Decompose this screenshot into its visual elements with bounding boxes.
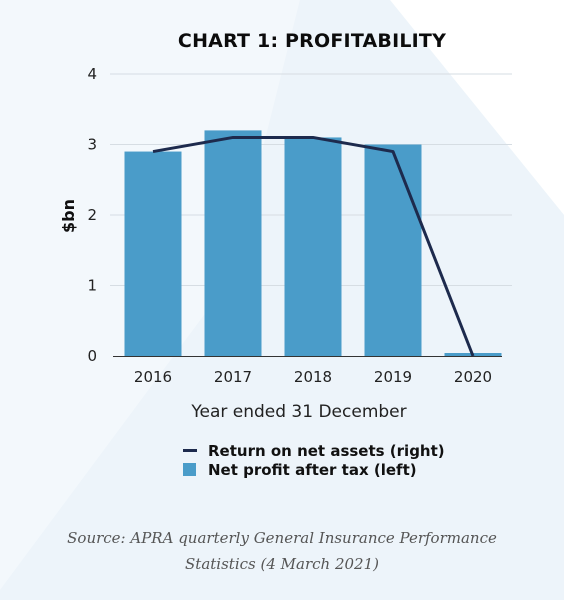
legend-bar-swatch (183, 463, 196, 476)
source-line-1: Source: APRA quarterly General Insurance… (0, 525, 564, 551)
bar (365, 145, 422, 357)
bar (125, 152, 182, 356)
source-line-2: Statistics (4 March 2021) (0, 551, 564, 577)
x-tick-label: 2018 (294, 368, 332, 386)
legend: Return on net assets (right) Net profit … (183, 441, 445, 479)
bar (205, 130, 262, 356)
x-tick-label: 2016 (134, 368, 172, 386)
x-tick-label: 2020 (454, 368, 492, 386)
legend-label: Return on net assets (right) (208, 442, 445, 460)
x-axis-ticks: 2016 2017 2018 2019 2020 (134, 368, 492, 386)
profitability-chart: 0 1 2 3 4 2016 2017 2018 2019 2020 $bn Year ende… (0, 0, 564, 420)
y-tick-label: 0 (87, 347, 97, 365)
legend-item-net-profit: Net profit after tax (left) (183, 460, 445, 479)
bars (125, 130, 502, 356)
y-tick-label: 4 (87, 65, 97, 83)
bar (285, 137, 342, 356)
x-tick-label: 2019 (374, 368, 412, 386)
y-tick-label: 3 (87, 136, 97, 154)
y-axis-ticks: 0 1 2 3 4 (87, 65, 97, 365)
source-note: Source: APRA quarterly General Insurance… (0, 525, 564, 577)
legend-label: Net profit after tax (left) (208, 461, 417, 479)
y-axis-label: $bn (59, 199, 78, 233)
y-tick-label: 1 (87, 277, 97, 295)
y-tick-label: 2 (87, 206, 97, 224)
x-tick-label: 2017 (214, 368, 252, 386)
x-axis-label: Year ended 31 December (190, 402, 406, 420)
legend-item-return-on-net-assets: Return on net assets (right) (183, 441, 445, 460)
legend-line-swatch (183, 449, 197, 452)
